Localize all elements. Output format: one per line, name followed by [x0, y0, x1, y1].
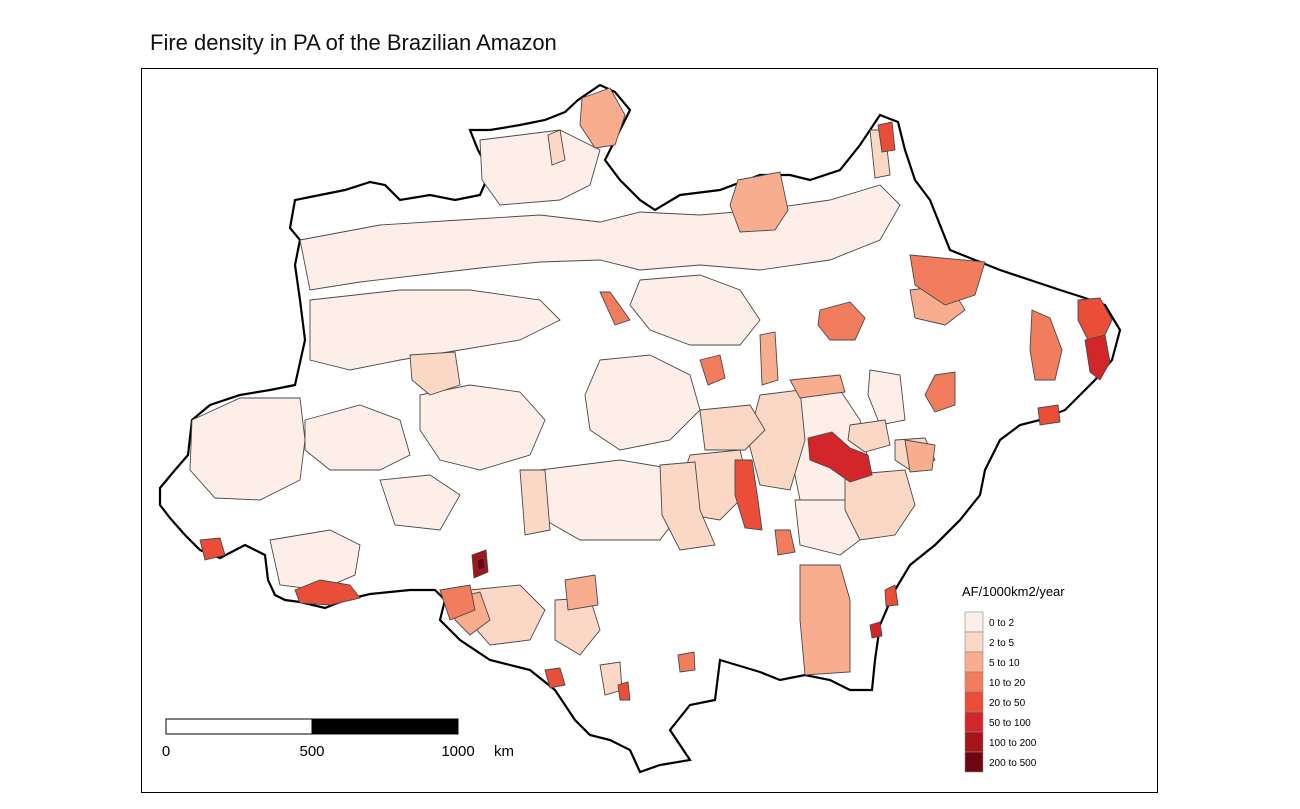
legend-label: 200 to 500: [989, 758, 1037, 769]
pa-polygon: [847, 419, 891, 453]
pa-polygon: [617, 681, 631, 701]
pa-polygon: [189, 397, 306, 501]
legend-label: 50 to 100: [989, 718, 1031, 729]
pa-polygon: [409, 351, 461, 396]
pa-polygon: [1029, 309, 1063, 381]
pa-polygon: [419, 384, 546, 471]
pa-polygon: [544, 667, 566, 689]
pa-polygon: [629, 274, 761, 346]
pa-polygon: [309, 289, 561, 371]
legend-label: 0 to 2: [989, 618, 1014, 629]
pa-polygon: [789, 374, 846, 399]
pa-polygon: [794, 499, 861, 556]
pa-polygon: [564, 574, 599, 611]
pa-polygon: [869, 621, 883, 639]
pa-polygon: [439, 584, 476, 621]
legend: AF/1000km2/year 0 to 2 2 to 5 5 to 10 10 to…: [962, 584, 1065, 773]
legend-swatch: [964, 711, 984, 733]
pa-polygon: [774, 529, 796, 556]
legend-label: 100 to 200: [989, 738, 1037, 749]
legend-swatch: [964, 671, 984, 693]
scale-bar-black-segment: [311, 718, 459, 735]
pa-polygon: [807, 431, 873, 483]
pa-polygon: [909, 254, 986, 306]
map-title: Fire density in PA of the Brazilian Amaz…: [150, 30, 557, 55]
pa-polygon: [584, 354, 701, 451]
pa-polygon: [304, 404, 411, 471]
legend-label: 10 to 20: [989, 678, 1026, 689]
pa-polygon: [547, 129, 566, 166]
pa-polygon: [677, 651, 696, 673]
pa-polygon: [904, 439, 936, 473]
pa-polygon: [759, 331, 779, 386]
pa-polygon: [699, 404, 766, 451]
pa-polygon: [877, 121, 896, 153]
pa-polygon: [1084, 334, 1111, 381]
legend-label: 2 to 5: [989, 638, 1014, 649]
map-panel: [141, 68, 1158, 793]
scale-tick-0: 0: [162, 743, 170, 760]
scale-bar-white-segment: [165, 718, 313, 735]
pa-polygon: [884, 584, 899, 607]
pa-polygon: [199, 537, 226, 561]
scale-tick-500: 500: [299, 743, 324, 760]
pa-polygon: [476, 557, 486, 571]
pa-polygon: [729, 171, 789, 233]
pa-polygon: [817, 301, 866, 341]
protected-areas: [189, 87, 1113, 701]
pa-polygon: [519, 469, 551, 536]
legend-swatch: [964, 731, 984, 753]
legend-swatch: [964, 611, 984, 633]
legend-label: 20 to 50: [989, 698, 1026, 709]
pa-polygon: [269, 529, 361, 591]
pa-polygon: [699, 354, 726, 386]
legend-swatch: [964, 751, 984, 773]
scale-tick-1000: 1000: [441, 743, 474, 760]
legend-title: AF/1000km2/year: [962, 584, 1065, 599]
legend-items: 0 to 2 2 to 5 5 to 10 10 to 20 20 to 50 50 to…: [964, 611, 1037, 773]
legend-swatch: [964, 691, 984, 713]
pa-polygon: [799, 564, 851, 676]
pa-polygon: [379, 474, 461, 531]
pa-polygon: [1037, 404, 1061, 426]
legend-swatch: [964, 631, 984, 653]
pa-polygon: [579, 87, 626, 149]
pa-polygon: [867, 369, 906, 426]
pa-polygon: [844, 469, 916, 541]
pa-polygon: [924, 371, 956, 413]
legend-swatch: [964, 651, 984, 673]
pa-polygon: [294, 579, 361, 606]
scale-bar: 0 500 1000 km: [162, 718, 514, 760]
pa-polygon: [599, 291, 631, 326]
scale-unit: km: [494, 743, 514, 760]
pa-polygon: [659, 461, 716, 551]
pa-polygon: [734, 459, 763, 531]
pa-polygon: [479, 129, 601, 206]
legend-label: 5 to 10: [989, 658, 1020, 669]
